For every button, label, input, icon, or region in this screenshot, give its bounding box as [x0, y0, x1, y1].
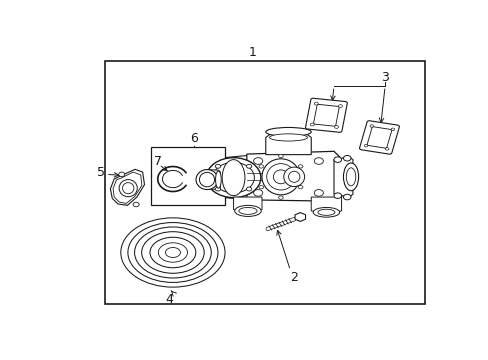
- Text: 7: 7: [153, 154, 162, 167]
- Ellipse shape: [317, 209, 334, 215]
- Ellipse shape: [288, 171, 299, 183]
- Circle shape: [343, 156, 350, 161]
- Circle shape: [343, 194, 350, 200]
- Circle shape: [390, 128, 394, 131]
- Polygon shape: [311, 197, 341, 214]
- Ellipse shape: [128, 222, 218, 283]
- Circle shape: [314, 190, 323, 196]
- Circle shape: [338, 105, 342, 108]
- Circle shape: [253, 190, 262, 196]
- Ellipse shape: [150, 237, 196, 268]
- Ellipse shape: [142, 232, 204, 273]
- Circle shape: [133, 202, 139, 207]
- Polygon shape: [333, 157, 352, 197]
- Bar: [151, 147, 225, 205]
- Ellipse shape: [215, 171, 221, 188]
- Circle shape: [333, 157, 341, 162]
- Circle shape: [226, 173, 240, 183]
- Ellipse shape: [346, 168, 355, 186]
- FancyBboxPatch shape: [313, 104, 339, 126]
- Ellipse shape: [158, 243, 187, 262]
- Text: 5: 5: [97, 166, 105, 179]
- Ellipse shape: [265, 127, 310, 136]
- Text: 6: 6: [189, 132, 197, 145]
- Ellipse shape: [312, 207, 339, 217]
- Circle shape: [333, 193, 341, 198]
- Circle shape: [385, 148, 388, 150]
- Circle shape: [259, 185, 263, 189]
- FancyBboxPatch shape: [366, 127, 391, 148]
- Circle shape: [298, 185, 302, 189]
- Circle shape: [206, 158, 260, 198]
- Polygon shape: [233, 197, 262, 212]
- Circle shape: [215, 187, 220, 191]
- Polygon shape: [224, 155, 262, 200]
- Circle shape: [246, 164, 251, 168]
- Text: 4: 4: [165, 293, 173, 306]
- Ellipse shape: [262, 159, 299, 195]
- Ellipse shape: [165, 247, 180, 257]
- Text: 3: 3: [381, 71, 388, 84]
- Ellipse shape: [234, 205, 261, 216]
- Circle shape: [212, 162, 254, 193]
- Ellipse shape: [134, 227, 211, 278]
- Polygon shape: [294, 212, 305, 221]
- Ellipse shape: [122, 183, 134, 194]
- Circle shape: [334, 126, 338, 129]
- Circle shape: [314, 102, 318, 105]
- FancyBboxPatch shape: [305, 98, 346, 132]
- Polygon shape: [265, 132, 311, 155]
- Polygon shape: [113, 172, 142, 203]
- Circle shape: [246, 187, 251, 191]
- Polygon shape: [110, 169, 144, 205]
- Bar: [104, 61, 424, 304]
- Text: 1: 1: [248, 46, 256, 59]
- Ellipse shape: [196, 170, 218, 190]
- Circle shape: [278, 196, 283, 199]
- Circle shape: [278, 154, 283, 158]
- Polygon shape: [206, 170, 220, 190]
- Ellipse shape: [266, 164, 295, 190]
- FancyBboxPatch shape: [359, 121, 399, 154]
- Circle shape: [298, 165, 302, 168]
- Ellipse shape: [269, 134, 307, 141]
- Ellipse shape: [119, 180, 137, 197]
- Circle shape: [314, 158, 323, 164]
- Ellipse shape: [238, 207, 257, 214]
- Circle shape: [310, 123, 314, 126]
- Ellipse shape: [222, 159, 244, 195]
- Ellipse shape: [343, 163, 358, 191]
- Ellipse shape: [273, 170, 288, 184]
- Circle shape: [253, 158, 262, 164]
- Circle shape: [364, 144, 367, 147]
- Text: 2: 2: [290, 271, 298, 284]
- Polygon shape: [246, 151, 341, 201]
- Circle shape: [215, 164, 220, 168]
- Ellipse shape: [121, 218, 224, 287]
- Circle shape: [369, 125, 373, 127]
- Ellipse shape: [283, 167, 304, 186]
- Circle shape: [259, 165, 263, 168]
- Circle shape: [119, 172, 124, 176]
- Ellipse shape: [199, 172, 214, 187]
